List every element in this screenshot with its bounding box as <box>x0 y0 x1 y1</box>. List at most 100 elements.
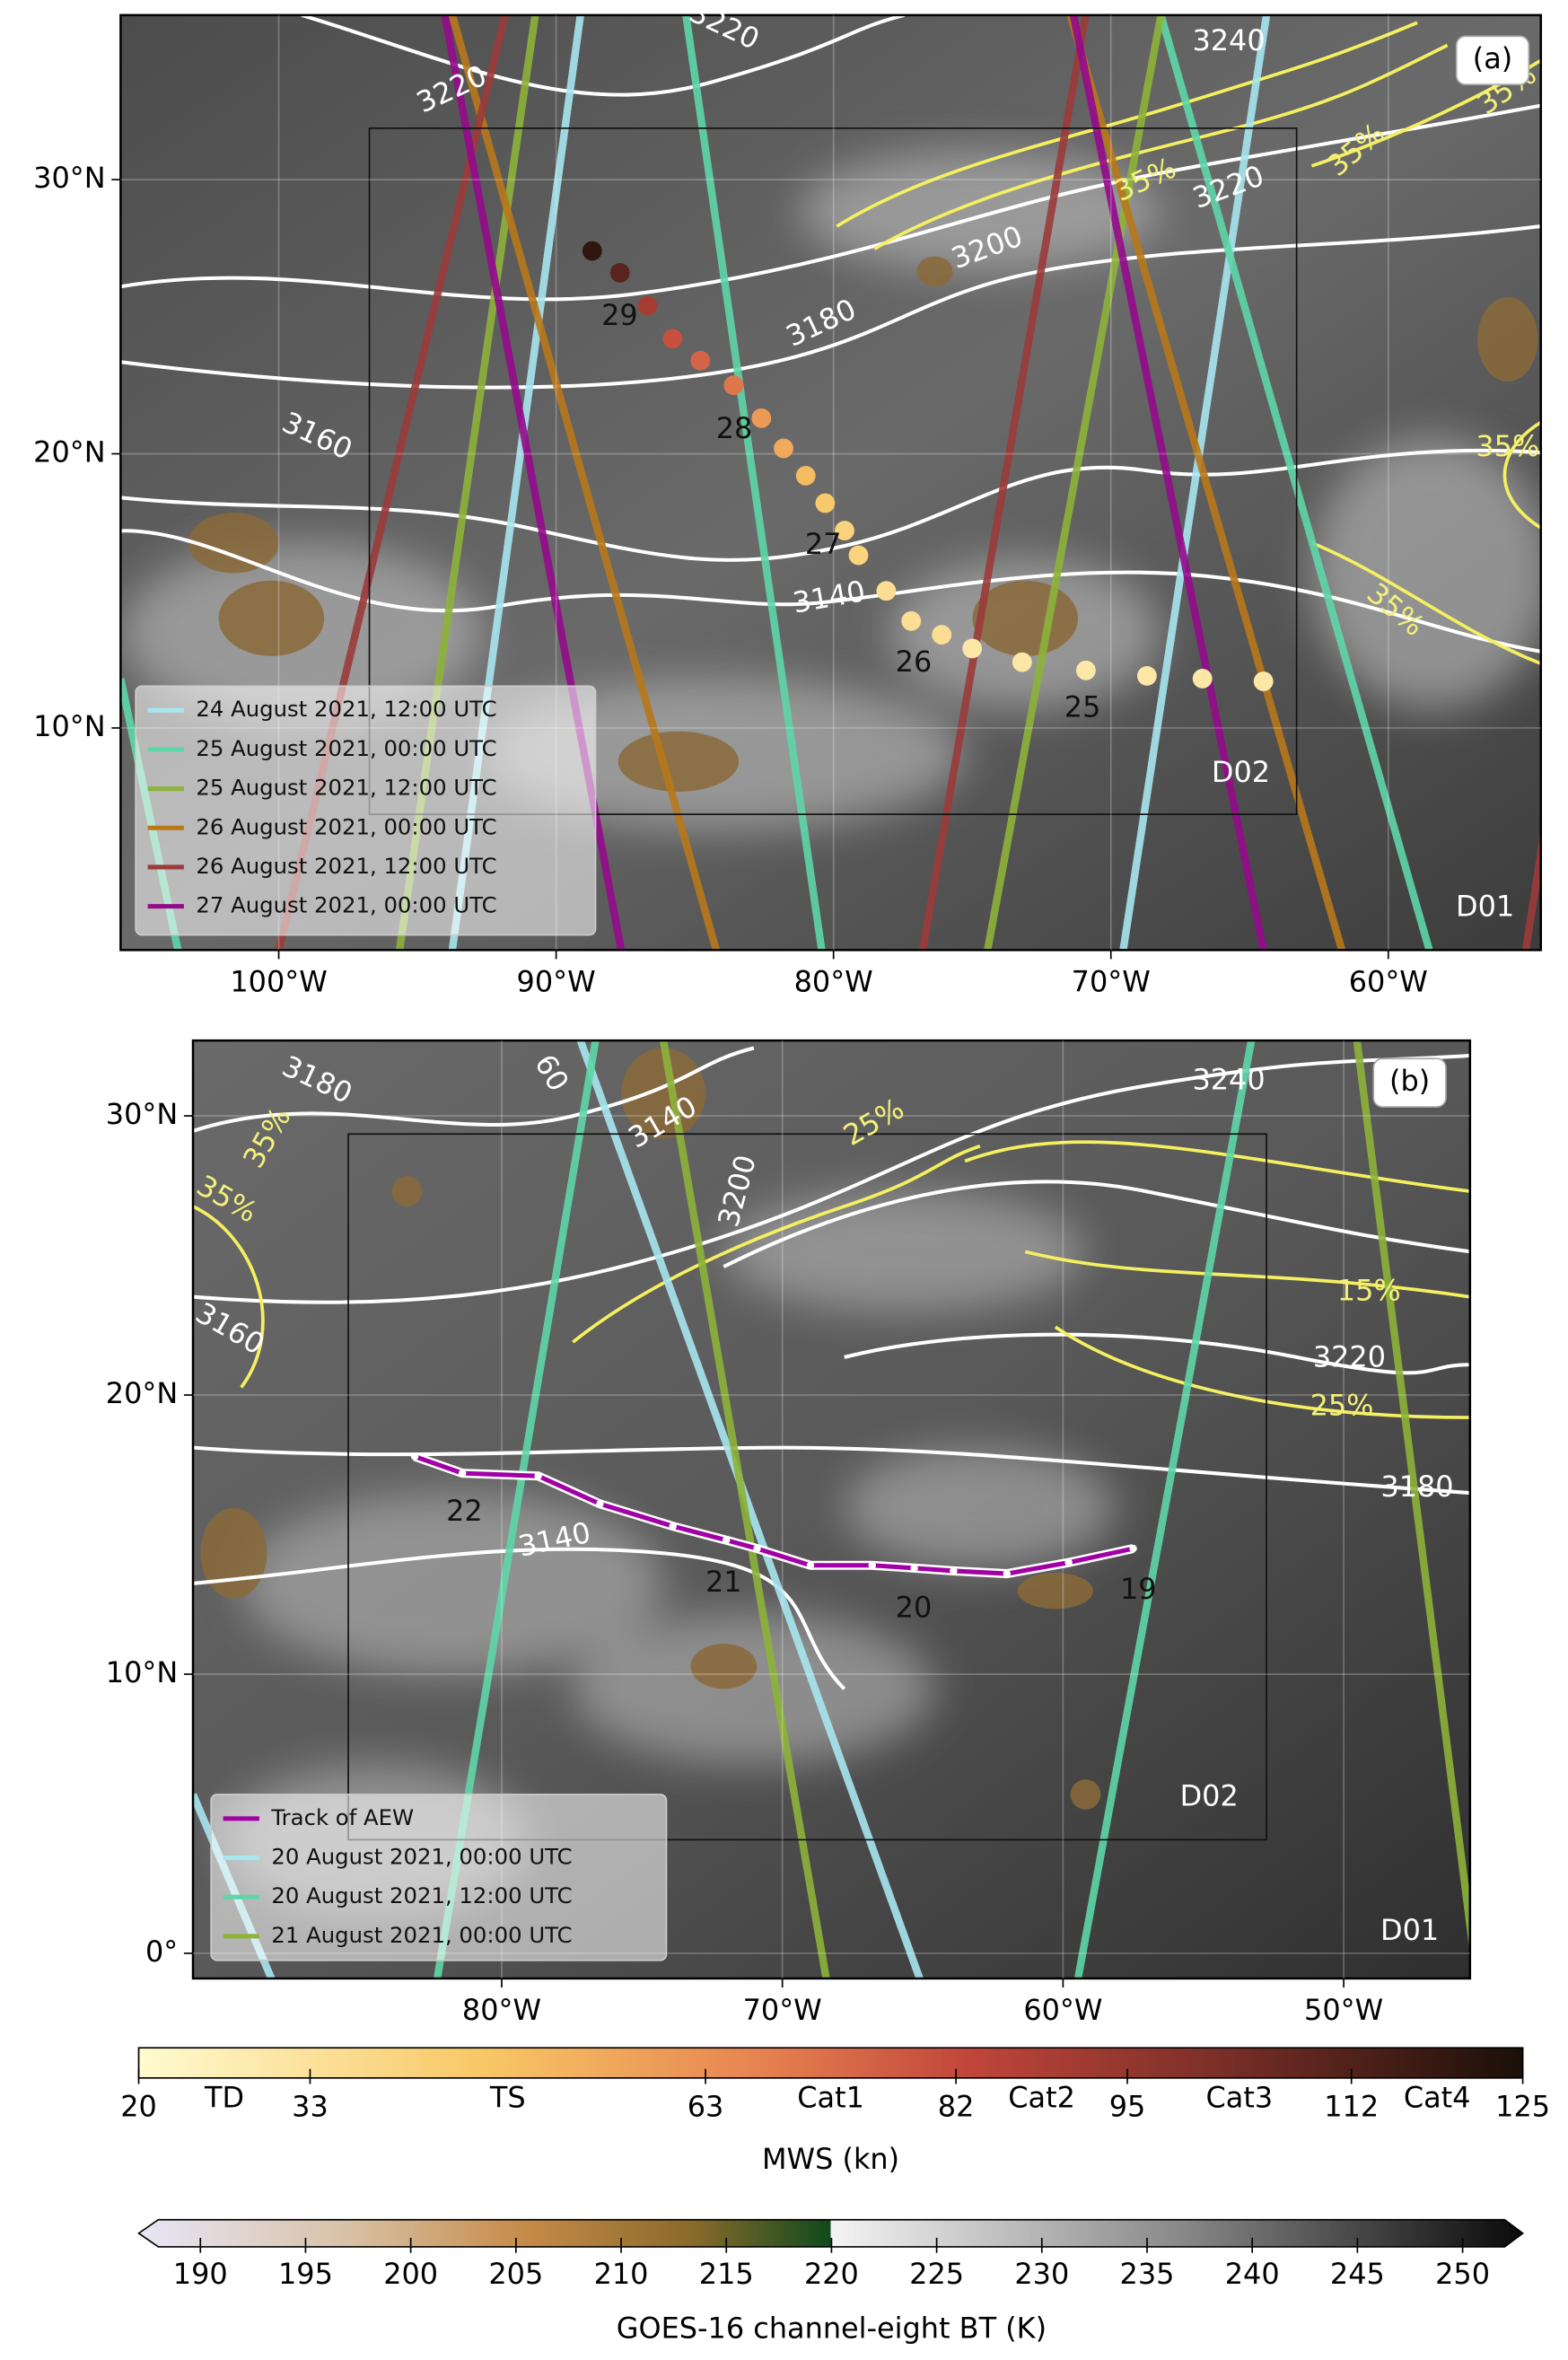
panel-label-box <box>1455 35 1530 85</box>
tick-label: 95 <box>1109 2089 1146 2123</box>
track-point <box>868 1561 876 1569</box>
legend-label: 21 August 2021, 00:00 UTC <box>271 1922 572 1948</box>
track-point <box>876 581 897 601</box>
track-point <box>1064 1558 1073 1566</box>
colorbar-label: MWS (kn) <box>762 2142 899 2176</box>
track-point <box>848 545 869 566</box>
category-label: Cat2 <box>1008 2080 1075 2114</box>
humidity-contours <box>836 21 1541 665</box>
legend <box>210 1794 668 1961</box>
frame <box>191 1039 1472 1980</box>
track-point <box>669 1522 677 1531</box>
domain-label: D02 <box>1212 755 1270 789</box>
tick-label: 215 <box>699 2257 754 2291</box>
track-point <box>1012 652 1032 672</box>
contour-label: 3220 <box>1313 1340 1386 1374</box>
track-point <box>459 1469 467 1478</box>
track-point <box>1075 660 1096 680</box>
legend-label: 20 August 2021, 00:00 UTC <box>271 1844 572 1870</box>
day-label: 20 <box>896 1590 933 1624</box>
domain-label: D01 <box>1456 889 1514 923</box>
track-point <box>723 375 744 396</box>
contour-label: 3240 <box>1192 23 1265 57</box>
tick-label: 195 <box>278 2257 333 2291</box>
satellite-swath <box>918 14 1090 951</box>
tick-label: 210 <box>594 2257 649 2291</box>
domain-d02 <box>368 127 1298 815</box>
tick-label: 235 <box>1120 2257 1175 2291</box>
legend-label: 27 August 2021, 00:00 UTC <box>196 892 496 918</box>
bt-colorbar <box>137 2218 1525 2248</box>
x-tick-label: 70°W <box>743 1993 822 2027</box>
day-label: 25 <box>1064 690 1101 724</box>
satellite-swath <box>448 14 720 951</box>
tick-label: 205 <box>488 2257 543 2291</box>
satellite-swath <box>682 14 826 951</box>
track-point <box>815 493 836 513</box>
height-contours <box>193 1046 1470 1690</box>
track-point <box>722 1536 731 1544</box>
category-label: TS <box>489 2080 526 2114</box>
tick-label: 63 <box>688 2089 724 2123</box>
category-label: Cat1 <box>797 2080 864 2114</box>
y-tick-label: 10°N <box>106 1655 178 1689</box>
satellite-swath <box>1073 1040 1256 1978</box>
panel-label-box <box>1372 1057 1447 1108</box>
frame <box>119 13 1543 952</box>
tick-label: 245 <box>1330 2257 1385 2291</box>
tick-label: 112 <box>1324 2089 1379 2123</box>
y-tick-label: 20°N <box>33 435 105 469</box>
humidity-label: 35% <box>1476 429 1539 463</box>
satellite-swath <box>1157 14 1433 951</box>
track-point <box>950 1566 958 1575</box>
track-point <box>835 521 854 540</box>
satellite-swath <box>1521 829 1541 951</box>
y-tick-label: 0° <box>145 1934 178 1969</box>
satellite-swath <box>1353 1040 1470 1955</box>
height-contours <box>120 14 1541 654</box>
humidity-label: 25% <box>1310 1388 1374 1422</box>
tick-label: 125 <box>1495 2089 1550 2123</box>
track-point <box>410 1452 419 1461</box>
satellite-swath <box>576 1040 924 1978</box>
x-tick-label: 70°W <box>1072 964 1151 998</box>
tick-label: 240 <box>1225 2257 1280 2291</box>
x-tick-label: 60°W <box>1023 1993 1102 2027</box>
tick-label: 200 <box>383 2257 438 2291</box>
legend-label: Track of AEW <box>270 1804 414 1830</box>
tick-label: 250 <box>1435 2257 1490 2291</box>
day-label: 29 <box>601 298 638 332</box>
track-point <box>690 350 711 371</box>
day-label: 22 <box>446 1494 483 1528</box>
y-tick-label: 20°N <box>106 1376 178 1410</box>
legend-label: 24 August 2021, 12:00 UTC <box>196 696 496 722</box>
tick-label: 82 <box>938 2089 975 2123</box>
track-point <box>806 1561 815 1569</box>
legend-label: 25 August 2021, 00:00 UTC <box>196 735 496 761</box>
domain-label: D02 <box>1180 1778 1239 1812</box>
track-point <box>932 625 952 645</box>
legend-label: 25 August 2021, 12:00 UTC <box>196 775 496 801</box>
y-tick-label: 30°N <box>106 1097 178 1131</box>
day-label: 27 <box>805 527 842 561</box>
domain-label: D01 <box>1380 1913 1439 1947</box>
legend <box>135 685 597 936</box>
day-label: 26 <box>896 645 933 679</box>
track-point <box>795 466 816 486</box>
track-point <box>1003 1569 1012 1578</box>
y-tick-label: 10°N <box>33 709 105 743</box>
mws-colorbar <box>137 2047 1524 2079</box>
track-point <box>1136 665 1157 686</box>
track-point <box>582 241 602 261</box>
tick-label: 190 <box>173 2257 228 2291</box>
track-point <box>1192 669 1213 689</box>
track-point <box>662 329 683 349</box>
y-tick-label: 30°N <box>33 161 105 195</box>
category-label: Cat4 <box>1404 2080 1471 2114</box>
track-line <box>414 1454 1134 1576</box>
track-point <box>774 438 793 459</box>
x-tick-label: 80°W <box>462 1993 541 2027</box>
humidity-label: 15% <box>1337 1274 1401 1308</box>
tick-label: 220 <box>804 2257 859 2291</box>
